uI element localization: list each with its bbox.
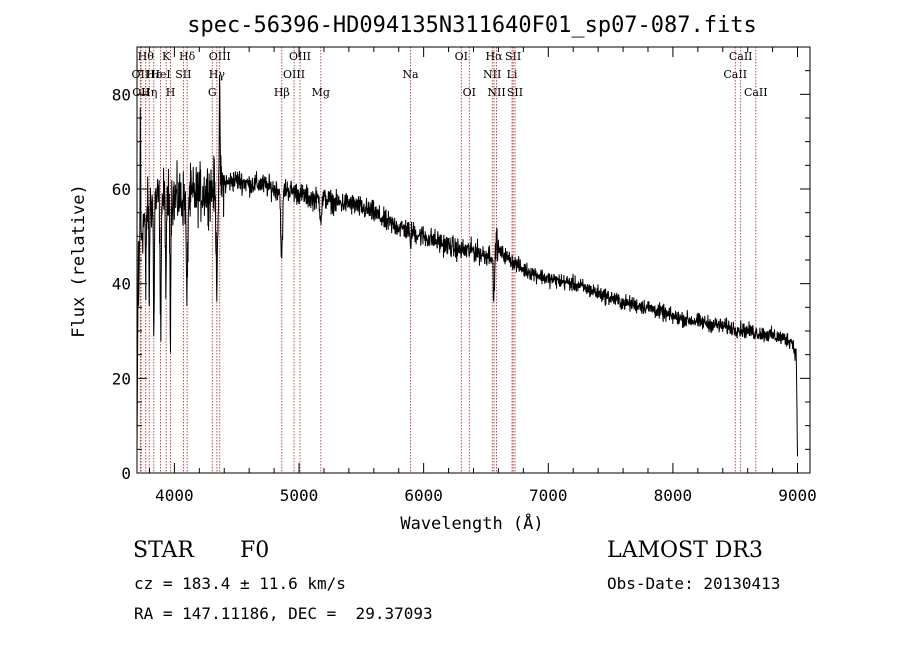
object-class: STAR [133, 538, 194, 563]
spectral-line-label: Hβ [274, 86, 290, 99]
spectral-line-label: SII [505, 50, 521, 63]
spectral-line-label: OI [463, 86, 476, 99]
spectral-line-label: SII [507, 86, 523, 99]
x-tick-label: 6000 [404, 486, 443, 505]
x-tick-label: 8000 [654, 486, 693, 505]
spectral-line-label: Hη [141, 86, 157, 99]
x-tick-label: 4000 [155, 486, 194, 505]
spectral-line-label: H [166, 86, 176, 99]
spectral-line-label: Li [507, 68, 518, 81]
y-tick-label: 20 [112, 369, 131, 388]
spectral-line-label: Hε [146, 68, 162, 81]
spectral-line-label: Na [402, 68, 419, 81]
spectral-line-label: OII [132, 68, 150, 81]
spectral-line-label: Mg [312, 86, 330, 99]
spectral-line-label: CaII [729, 50, 753, 63]
coordinates: RA = 147.11186, DEC = 29.37093 [134, 604, 433, 623]
spectral-line-label: CaII [723, 68, 747, 81]
spectral-line-label: NII [487, 86, 505, 99]
y-tick-label: 80 [112, 85, 131, 104]
axis-ticks: 4000 5000 6000 7000 8000 9000 0 20 40 60 80 [112, 47, 817, 505]
spectral-line-label: HeI [150, 68, 170, 81]
spectral-line-label: Hα [486, 50, 504, 63]
x-tick-label: 5000 [280, 486, 319, 505]
object-subclass: F0 [240, 538, 270, 563]
spectral-line-label: Hγ [209, 68, 226, 81]
spectral-line-label: OIII [289, 50, 311, 63]
y-tick-label: 60 [112, 180, 131, 199]
spectral-line-label: NII [483, 68, 501, 81]
x-tick-label: 7000 [529, 486, 568, 505]
spectral-line-label: G [208, 86, 217, 99]
observation-date: Obs-Date: 20130413 [607, 574, 781, 593]
y-axis-label: Flux (relative) [69, 184, 89, 338]
survey-name: LAMOST DR3 [607, 538, 763, 563]
x-axis-label: Wavelength (Å) [400, 512, 543, 534]
y-tick-label: 0 [121, 464, 131, 483]
spectral-line-label: OI [455, 50, 468, 63]
spectral-line-label: OIII [209, 50, 231, 63]
spectral-line-markers: OIIOIIHθHηHεHeIKHSIIHδGHγOIIIHβOIIIOIIIM… [132, 47, 768, 473]
spectral-line-label: Hδ [179, 50, 196, 63]
spectral-line-label: CaII [744, 86, 768, 99]
x-tick-label: 9000 [778, 486, 817, 505]
spectral-line-label: OIII [283, 68, 305, 81]
spectral-line-label: SII [175, 68, 191, 81]
spectral-line-label: K [162, 50, 171, 63]
y-tick-label: 40 [112, 275, 131, 294]
redshift-velocity: cz = 183.4 ± 11.6 km/s [134, 574, 346, 593]
spectral-line-label: Hθ [138, 50, 155, 63]
plot-frame [136, 46, 811, 474]
chart-title: spec-56396-HD094135N311640F01_sp07-087.f… [187, 13, 757, 38]
spectrum-series-line [136, 74, 798, 457]
